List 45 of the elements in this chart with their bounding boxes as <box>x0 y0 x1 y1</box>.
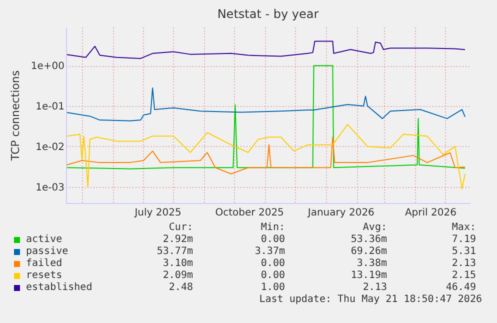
text: 3.10m <box>162 258 193 270</box>
line-series <box>66 40 466 59</box>
line-series <box>66 87 466 122</box>
text: 2.92m <box>162 234 193 246</box>
y-tick-label: 1e-03 <box>36 182 64 194</box>
x-tick-label: October 2025 <box>215 208 284 218</box>
text: 0.00 <box>260 234 285 246</box>
text: 5.31 <box>452 246 476 258</box>
text: 2.13 <box>362 282 387 294</box>
text: 2.13 <box>452 258 476 270</box>
text: 2.15 <box>452 270 476 282</box>
text: 1.00 <box>260 282 285 294</box>
legend-label: failed <box>26 258 62 270</box>
text: 0.00 <box>260 270 285 282</box>
text: 53.77m <box>156 246 193 258</box>
text: 2.48 <box>168 282 193 294</box>
text: 3.37m <box>254 246 285 258</box>
text: Min: <box>260 222 285 234</box>
x-tick-label: January 2026 <box>306 208 374 218</box>
chart-title: Netstat - by year <box>217 7 319 21</box>
line-series <box>66 65 466 170</box>
text: 69.26m <box>350 246 387 258</box>
text: 53.36m <box>350 234 387 246</box>
x-tick-label: April 2026 <box>404 208 456 218</box>
y-axis-title: TCP connections <box>8 70 22 162</box>
text: 2.09m <box>162 270 193 282</box>
legend-label: active <box>26 234 62 246</box>
y-tick-label: 1e-02 <box>36 142 64 153</box>
y-tick-label: 1e+00 <box>30 61 64 72</box>
y-tick-label: 1e-01 <box>36 102 64 113</box>
text: 0.00 <box>260 258 285 270</box>
legend-label: established <box>26 282 92 294</box>
text: Cur: <box>168 222 193 234</box>
text: Last update: Thu May 21 18:50:47 2026 <box>259 294 482 306</box>
text: Avg: <box>362 222 387 234</box>
text: Max: <box>452 222 476 234</box>
text: 3.38m <box>356 258 387 270</box>
line-series <box>66 124 466 190</box>
text: 46.49 <box>446 282 476 294</box>
legend-label: passive <box>26 246 68 258</box>
x-tick-label: July 2025 <box>134 208 182 218</box>
legend-label: resets <box>26 270 62 282</box>
text: 7.19 <box>452 234 476 246</box>
text: 13.19m <box>350 270 387 282</box>
line-series <box>66 136 466 174</box>
